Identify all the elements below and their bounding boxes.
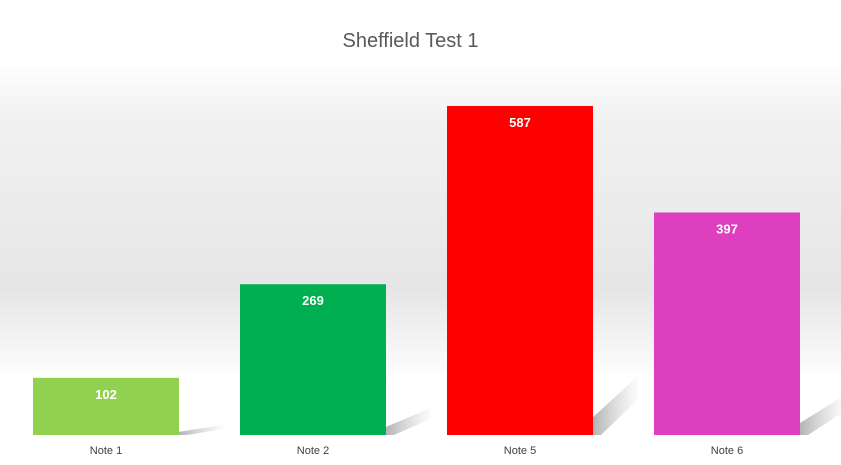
category-tick-label: Note 5 — [504, 445, 536, 457]
bars — [33, 106, 800, 435]
category-tick-label: Note 1 — [90, 445, 122, 457]
bar-shadow — [800, 397, 841, 435]
category-tick-label: Note 6 — [711, 445, 743, 457]
bar-note-5 — [447, 106, 593, 435]
bar-note-6 — [654, 212, 800, 435]
bar-note-1 — [33, 377, 179, 435]
bar-note-2 — [240, 284, 386, 435]
category-labels: Note 1 Note 2 Note 5 Note 6 — [90, 445, 743, 457]
chart-title: Sheffield Test 1 — [342, 30, 479, 52]
bar-shadow — [386, 407, 431, 435]
bar-shadow — [179, 424, 224, 435]
category-tick-label: Note 2 — [297, 445, 329, 457]
bar-shadows — [179, 375, 841, 435]
data-label: 587 — [509, 115, 531, 130]
data-label: 397 — [716, 221, 738, 236]
data-labels: 102 269 587 397 — [95, 115, 738, 402]
data-label: 102 — [95, 387, 117, 402]
bar-shadow — [593, 375, 638, 435]
data-label: 269 — [302, 293, 324, 308]
